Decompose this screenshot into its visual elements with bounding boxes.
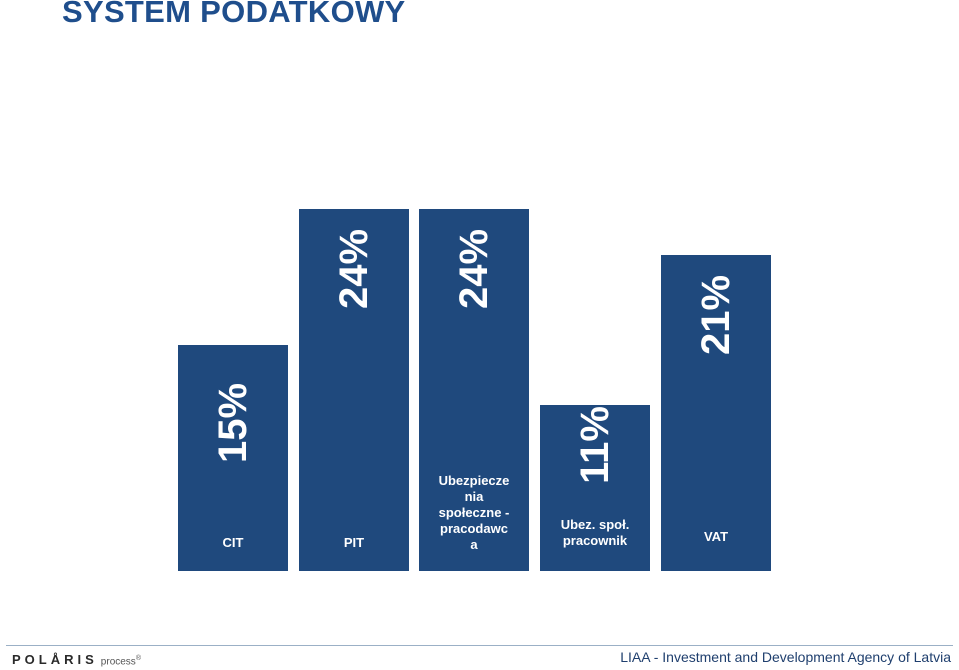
- page-title: SYSTEM PODATKOWY: [62, 0, 406, 29]
- bar-chart: 15% CIT 24% PIT 24% Ubezpiecze nia społeczne …: [178, 209, 771, 571]
- bar-ubezpieczenia-spo-eczne-pracodawca: 24% Ubezpiecze nia społeczne - pracodawc …: [419, 209, 529, 571]
- footer-divider: [6, 645, 953, 646]
- polaris-logo: POLÅRIS process®: [12, 652, 141, 668]
- bar-pit: 24% PIT: [299, 209, 409, 571]
- bar-vat: 21% VAT: [661, 254, 771, 571]
- logo-sub-word: process: [100, 656, 136, 667]
- logo-registered-mark: ®: [135, 654, 141, 662]
- bar-ubez-spo-pracownik: 11% Ubez. społ. pracownik: [540, 405, 650, 571]
- bar-category-label: Ubez. społ. pracownik: [560, 516, 630, 548]
- logo-subtext: process®: [101, 655, 141, 667]
- logo-text: POLÅRIS: [12, 652, 98, 667]
- bar-category-label: CIT: [222, 534, 244, 550]
- footer-agency-name: LIAA - Investment and Development Agency…: [620, 649, 951, 665]
- bar-value-label: 15%: [211, 382, 255, 463]
- bar-cit: 15% CIT: [178, 344, 288, 571]
- bar-value-label: 24%: [452, 229, 496, 310]
- bar-category-label: Ubezpiecze nia społeczne - pracodawc a: [438, 472, 510, 552]
- bar-category-label: VAT: [703, 528, 729, 544]
- bar-value-label: 24%: [332, 229, 376, 310]
- bar-value-label: 11%: [573, 406, 617, 485]
- bar-category-label: PIT: [343, 534, 365, 550]
- bar-value-label: 21%: [694, 274, 738, 355]
